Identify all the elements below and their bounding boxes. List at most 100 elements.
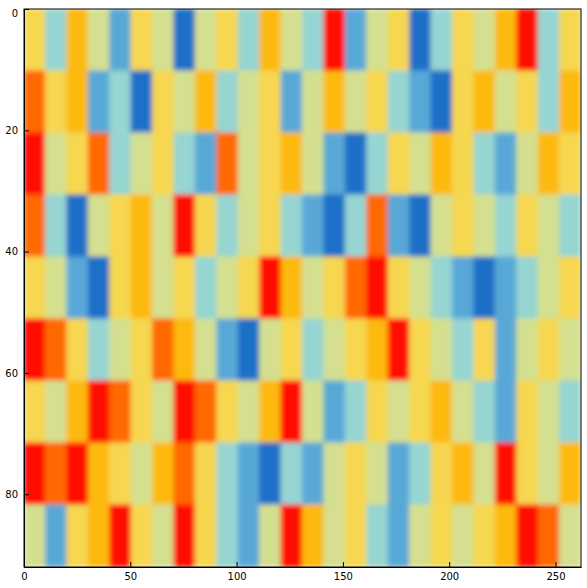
heat-cell (88, 443, 110, 506)
heat-cell (281, 133, 303, 196)
heat-cell (259, 257, 281, 320)
heat-cell (195, 9, 217, 72)
heat-cell (409, 443, 431, 506)
heat-cell (45, 381, 67, 444)
heat-cell (45, 9, 67, 72)
heat-cell (495, 443, 517, 506)
heat-cell (323, 257, 345, 320)
heat-cell (388, 443, 410, 506)
heat-cell (173, 71, 195, 134)
heat-cell (259, 381, 281, 444)
y-tick-mark (24, 130, 29, 131)
heat-cell (495, 319, 517, 382)
heat-cell (302, 319, 324, 382)
heat-cell (452, 9, 474, 72)
heat-cell (173, 9, 195, 72)
y-tick-mark (24, 252, 29, 253)
heat-cell (431, 257, 453, 320)
heat-cell (538, 381, 560, 444)
heat-cell (366, 443, 388, 506)
heat-cell (131, 257, 153, 320)
heat-cell (495, 9, 517, 72)
y-tick: 60 (5, 368, 29, 379)
heat-cell (473, 133, 495, 196)
heat-cell (24, 71, 46, 134)
heat-cell (431, 319, 453, 382)
heat-cell (516, 195, 538, 258)
cells (24, 9, 581, 567)
heat-cell (323, 195, 345, 258)
heat-cell (559, 381, 581, 444)
x-axis-line (25, 567, 582, 568)
heat-cell (173, 257, 195, 320)
y-tick-label: 40 (5, 246, 18, 257)
heat-cell (109, 257, 131, 320)
heat-cell (195, 443, 217, 506)
heat-cell (173, 505, 195, 568)
heat-cell (88, 133, 110, 196)
heat-cell (66, 9, 88, 72)
x-tick: 50 (124, 562, 137, 582)
heat-cell (516, 133, 538, 196)
heat-cell (559, 319, 581, 382)
heat-cell (473, 505, 495, 568)
heat-cell (431, 381, 453, 444)
heat-cell (281, 381, 303, 444)
heat-cell (216, 443, 238, 506)
heat-cell (173, 443, 195, 506)
heat-cell (302, 71, 324, 134)
heat-cell (131, 505, 153, 568)
heat-cell (452, 133, 474, 196)
heat-cell (88, 319, 110, 382)
y-tick-mark (24, 494, 29, 495)
heat-cell (66, 133, 88, 196)
heat-cell (538, 9, 560, 72)
heat-cell (173, 381, 195, 444)
heat-cell (259, 9, 281, 72)
heat-cell (216, 257, 238, 320)
heat-cell (431, 9, 453, 72)
heat-cell (538, 319, 560, 382)
x-tick-label: 0 (21, 571, 27, 582)
x-tick: 100 (228, 562, 247, 582)
x-tick-mark (343, 562, 344, 567)
heat-cell (452, 443, 474, 506)
y-tick: 0 (12, 8, 29, 19)
x-tick-label: 200 (440, 571, 459, 582)
heat-cell (24, 443, 46, 506)
heat-cell (366, 133, 388, 196)
heat-cell (45, 71, 67, 134)
heat-cell (345, 71, 367, 134)
heat-cell (24, 505, 46, 568)
heat-cell (131, 195, 153, 258)
heat-cell (131, 381, 153, 444)
heat-cell (109, 195, 131, 258)
heat-cell (366, 381, 388, 444)
heat-cell (409, 195, 431, 258)
plot: 050100150200250020406080 (5, 8, 581, 583)
heat-cell (538, 257, 560, 320)
heat-cell (431, 505, 453, 568)
heat-cell (366, 71, 388, 134)
heat-cell (516, 71, 538, 134)
heat-cell (452, 505, 474, 568)
heat-cell (238, 9, 260, 72)
heat-cell (388, 257, 410, 320)
heat-cell (431, 195, 453, 258)
heat-cell (302, 257, 324, 320)
heat-cell (473, 381, 495, 444)
heat-cell (431, 71, 453, 134)
heat-cell (131, 443, 153, 506)
heat-cell (216, 71, 238, 134)
heat-cell (409, 71, 431, 134)
heat-cell (238, 257, 260, 320)
heat-cell (66, 381, 88, 444)
x-tick-mark (130, 562, 131, 567)
heat-cell (88, 195, 110, 258)
heat-cell (323, 9, 345, 72)
heat-cell (366, 9, 388, 72)
heat-cell (559, 71, 581, 134)
cells-clip (24, 9, 581, 567)
heat-cell (302, 505, 324, 568)
heat-cell (516, 257, 538, 320)
